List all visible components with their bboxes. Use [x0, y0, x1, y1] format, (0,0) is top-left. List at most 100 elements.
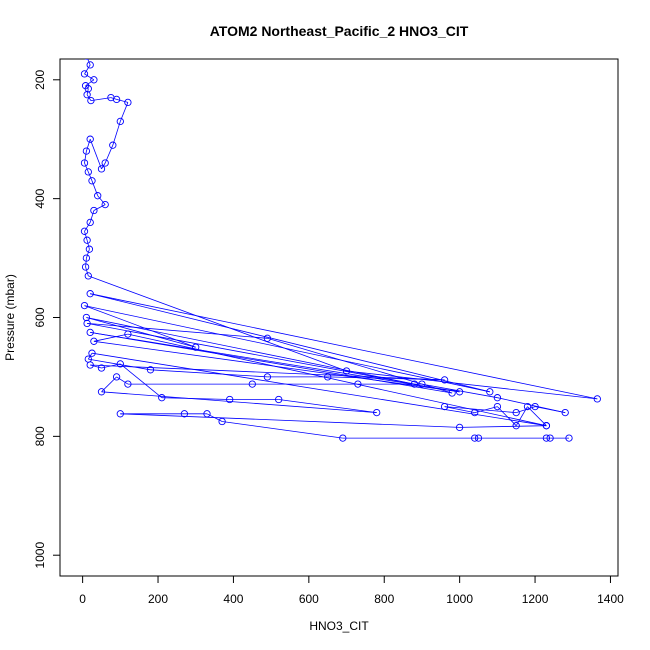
data-point [203, 410, 211, 418]
data-point [565, 434, 573, 442]
data-point [80, 159, 89, 167]
x-tick-label: 800 [374, 592, 394, 606]
data-point [82, 254, 91, 262]
data-point [226, 395, 234, 404]
series-line-segment [85, 266, 89, 277]
data-point [80, 70, 89, 78]
data-point [546, 434, 554, 442]
data-point [493, 394, 502, 402]
y-axis: 200 400 600 800 1000 [33, 69, 61, 569]
y-tick-label: 200 [33, 69, 47, 89]
data-point [124, 98, 132, 107]
data-point [531, 402, 539, 411]
data-point [593, 395, 601, 403]
series-line-segment [444, 406, 475, 413]
series-line-segment [93, 204, 106, 211]
series-line-segment [346, 370, 598, 400]
data-point [112, 373, 121, 381]
x-tick-label: 1200 [522, 592, 549, 606]
series-line-segment [120, 363, 163, 399]
data-point [101, 200, 109, 209]
series-line-segment [87, 59, 91, 66]
data-point [88, 349, 96, 357]
data-point [263, 373, 272, 381]
data-point [561, 408, 569, 417]
data-point [116, 117, 124, 126]
data-point [448, 389, 456, 397]
y-axis-label: Pressure (mbar) [3, 274, 17, 361]
data-point [86, 218, 94, 227]
series-line-segment [112, 121, 121, 146]
series-line-segment [459, 425, 547, 428]
data-point [116, 360, 124, 368]
series-line-segment [97, 195, 106, 205]
data-point [512, 408, 520, 417]
data-point [542, 434, 551, 442]
y-tick-label: 800 [33, 426, 47, 446]
series-line-segment [120, 413, 460, 428]
series-line-segment [85, 79, 95, 87]
data-point [86, 135, 94, 143]
data-point [101, 159, 109, 167]
data-point [83, 91, 91, 99]
series-line-segment [87, 171, 93, 181]
series-line-segment [91, 352, 547, 427]
data-point [455, 388, 464, 396]
series-line-segment [101, 391, 377, 413]
data-point [146, 366, 155, 374]
data-point [474, 434, 483, 442]
series-line-segment [90, 364, 445, 381]
series-line-segment [206, 413, 223, 422]
data-point [116, 410, 124, 418]
data-point [86, 361, 94, 369]
series-line-segment [222, 421, 343, 439]
data-point [97, 364, 106, 372]
data-point [192, 343, 200, 351]
x-tick-label: 1400 [597, 592, 624, 606]
series-line-segment [84, 231, 88, 241]
data-point [82, 147, 91, 155]
series-line-segment [89, 210, 95, 223]
series-line-segment [85, 258, 87, 268]
chart-title: ATOM2 Northeast_Pacific_2 HNO3_CIT [210, 23, 469, 39]
series-line-segment [90, 364, 102, 369]
data-point [158, 394, 166, 402]
data-point [109, 141, 117, 149]
data-point [90, 337, 98, 345]
x-tick-label: 200 [148, 592, 168, 606]
data-point [248, 380, 256, 388]
series-line-segment [90, 293, 490, 393]
series-line-segment [84, 73, 95, 81]
series-line-segment [527, 406, 547, 426]
data-point [275, 395, 283, 404]
data-point [263, 334, 272, 342]
series-line-segment [278, 399, 377, 413]
data-point [124, 380, 132, 388]
data-point [373, 408, 381, 417]
data-point [410, 380, 419, 388]
data-point [83, 319, 91, 328]
series-line-segment [88, 275, 347, 372]
series-line-segment [86, 139, 91, 152]
series-line-segment [84, 305, 490, 393]
x-axis: 0 200 400 600 800 1000 1200 1400 [79, 575, 624, 606]
series-line-segment [116, 99, 129, 103]
data-point [80, 301, 89, 310]
data-point [180, 410, 189, 418]
data-point [493, 402, 502, 411]
data-point [418, 380, 426, 388]
data-point [80, 227, 89, 235]
series-line-segment [474, 406, 498, 413]
data-point [84, 272, 92, 280]
data-point [523, 402, 532, 411]
series-line-segment [87, 323, 268, 339]
data-point [83, 236, 91, 244]
series-line-segment [86, 317, 196, 348]
data-point [84, 168, 92, 176]
data-point [90, 206, 98, 215]
data-point [81, 263, 90, 271]
data-point [88, 177, 96, 185]
series-line-segment [87, 323, 415, 385]
series-line-segment [90, 332, 460, 393]
